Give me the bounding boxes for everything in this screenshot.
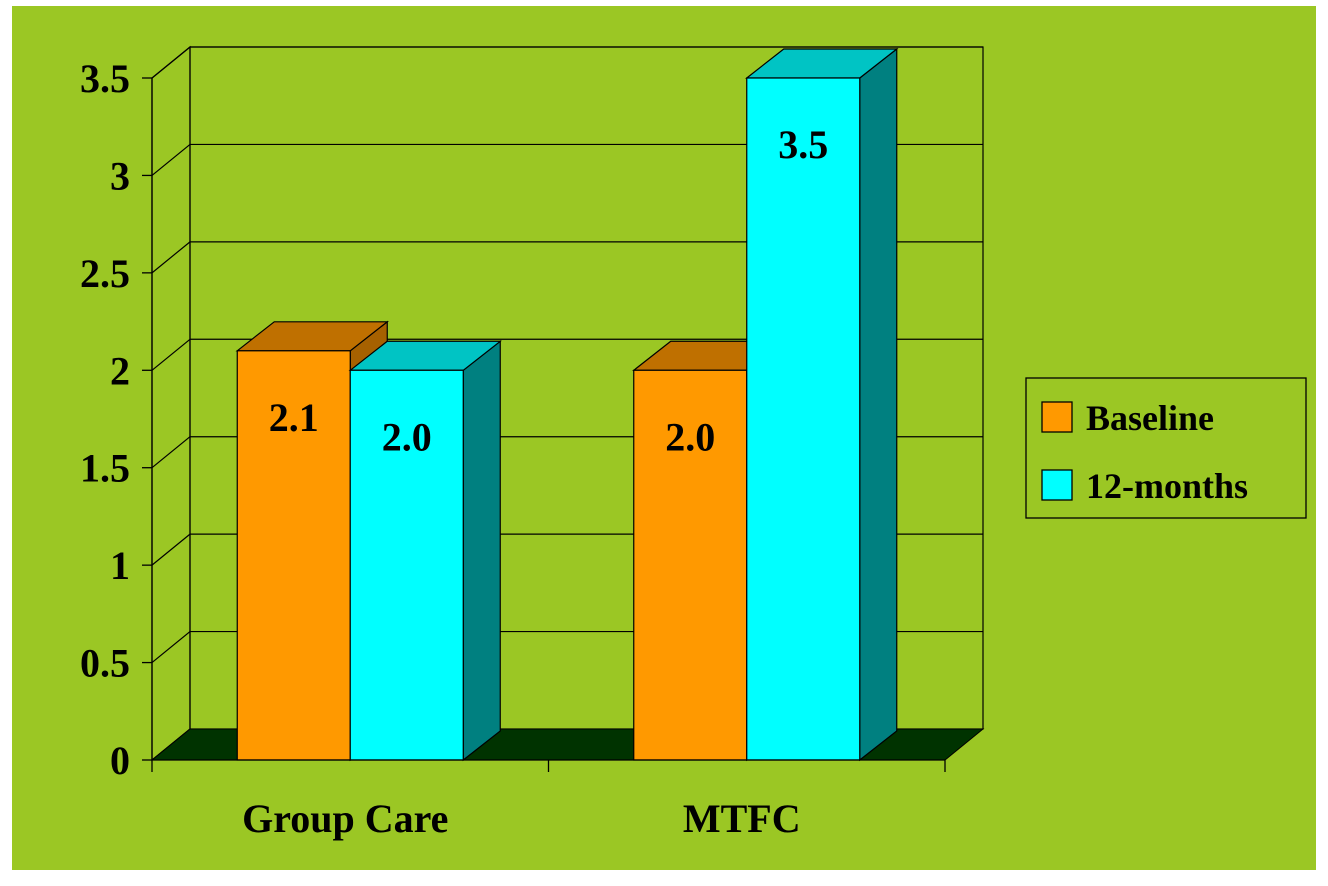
legend: Baseline 12-months	[1025, 377, 1307, 519]
x-category-label: Group Care	[242, 796, 448, 841]
gridline-side	[151, 533, 191, 566]
bar-front	[746, 77, 861, 761]
bar-front	[349, 369, 464, 761]
y-tick-label: 3.5	[80, 56, 130, 101]
legend-label: Baseline	[1086, 398, 1214, 438]
y-tick-label: 0.5	[80, 641, 130, 686]
legend-swatch	[1041, 401, 1073, 433]
legend-box	[1025, 377, 1307, 519]
gridline-side	[151, 436, 191, 469]
bars: 2.1 2.0 2.0 3.5	[235, 47, 899, 762]
y-tick-label: 2	[110, 348, 130, 393]
x-axis-labels: Group Care MTFC	[242, 796, 801, 841]
gridline-side	[151, 631, 191, 664]
legend-swatch	[1041, 469, 1073, 501]
y-tick-label: 1	[110, 543, 130, 588]
bar-front	[236, 350, 351, 761]
bar-12-months-MTFC: 3.5	[745, 47, 899, 762]
y-tick-label: 3	[110, 153, 130, 198]
y-tick-label: 2.5	[80, 251, 130, 296]
data-label: 2.0	[665, 414, 715, 459]
y-tick-label: 0	[110, 738, 130, 783]
axes	[151, 78, 946, 772]
gridline-side	[151, 46, 191, 79]
bar-12-months-Group Care: 2.0	[348, 340, 502, 762]
data-label: 2.0	[382, 414, 432, 459]
gridline-side	[151, 338, 191, 371]
gridline-side	[151, 241, 191, 274]
data-label: 3.5	[778, 122, 828, 167]
gridline-side	[151, 143, 191, 176]
bar-side	[859, 47, 898, 762]
x-category-label: MTFC	[683, 796, 801, 841]
y-axis-ticks: 0 0.5 1 1.5 2 2.5 3 3.5	[80, 56, 152, 783]
bar-side	[462, 340, 501, 762]
legend-label: 12-months	[1086, 466, 1248, 506]
data-label: 2.1	[269, 395, 319, 440]
y-tick-label: 1.5	[80, 446, 130, 491]
bar-front	[633, 369, 748, 761]
